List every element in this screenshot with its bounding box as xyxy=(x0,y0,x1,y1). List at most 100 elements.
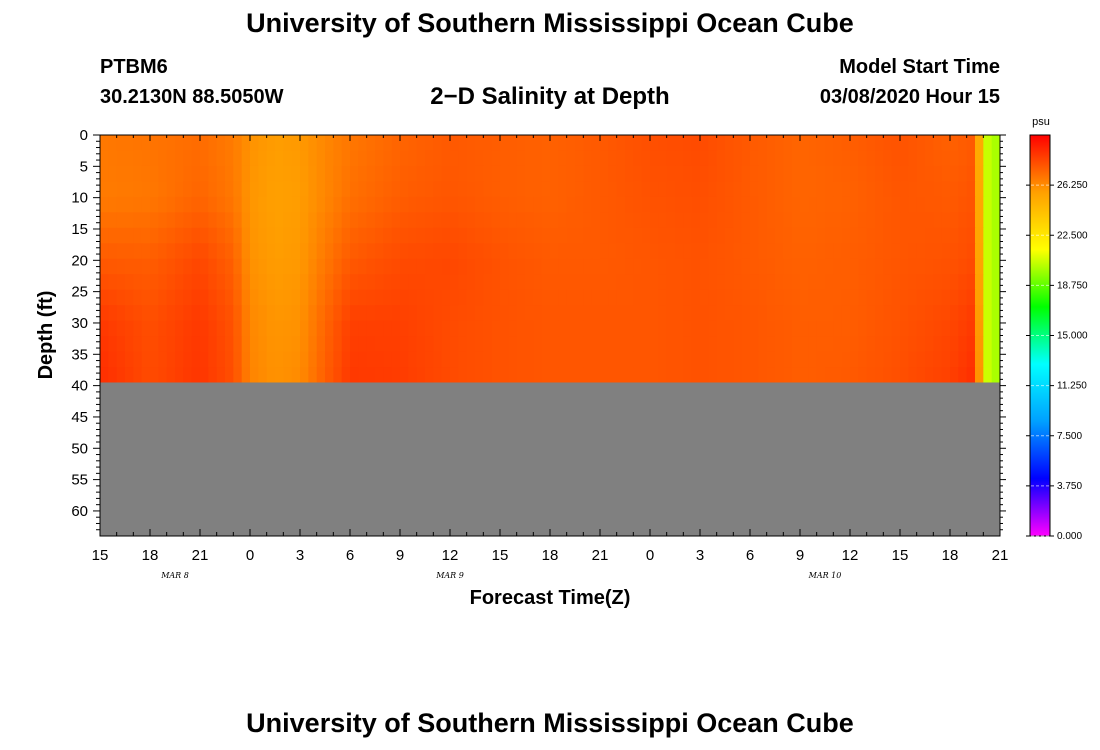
salinity-cell xyxy=(858,243,868,260)
salinity-cell xyxy=(816,258,826,275)
salinity-cell xyxy=(558,135,568,152)
salinity-cell xyxy=(533,212,543,229)
salinity-cell xyxy=(375,274,384,291)
salinity-cell xyxy=(841,150,851,167)
salinity-cell xyxy=(208,212,218,229)
salinity-cell xyxy=(425,181,434,198)
salinity-cell xyxy=(391,351,401,368)
salinity-cell xyxy=(300,289,309,306)
salinity-cell xyxy=(833,258,843,275)
salinity-cell xyxy=(158,227,168,244)
salinity-cell xyxy=(716,351,726,368)
salinity-cell xyxy=(516,274,526,291)
salinity-cell xyxy=(383,243,393,260)
model-start-label: Model Start Time xyxy=(839,56,1000,78)
salinity-cell xyxy=(966,181,976,198)
salinity-cell xyxy=(333,243,343,260)
salinity-cell xyxy=(441,227,451,244)
salinity-cell xyxy=(808,258,818,275)
salinity-cell xyxy=(983,367,993,384)
salinity-cell xyxy=(983,181,993,198)
salinity-cell xyxy=(875,135,884,152)
salinity-cell xyxy=(108,258,118,275)
salinity-cell xyxy=(300,274,309,291)
salinity-cell xyxy=(816,320,826,337)
salinity-cell xyxy=(316,336,326,353)
salinity-cell xyxy=(950,212,959,229)
salinity-cell xyxy=(208,367,218,384)
salinity-cell xyxy=(983,243,993,260)
salinity-cell xyxy=(108,289,118,306)
salinity-cell xyxy=(825,305,834,322)
salinity-cell xyxy=(166,227,176,244)
salinity-cell xyxy=(391,150,401,167)
salinity-cell xyxy=(166,135,176,152)
salinity-cell xyxy=(983,351,993,368)
salinity-cell xyxy=(841,367,851,384)
salinity-field xyxy=(100,135,1000,384)
salinity-cell xyxy=(458,367,468,384)
salinity-cell xyxy=(683,165,693,183)
salinity-cell xyxy=(400,181,409,198)
salinity-cell xyxy=(408,351,418,368)
salinity-cell xyxy=(433,212,443,229)
salinity-cell xyxy=(450,367,459,384)
salinity-cell xyxy=(233,243,243,260)
salinity-cell xyxy=(375,320,384,337)
salinity-cell xyxy=(591,367,601,384)
salinity-cell xyxy=(591,305,601,322)
salinity-cell xyxy=(583,150,593,167)
salinity-cell xyxy=(566,351,576,368)
salinity-cell xyxy=(783,212,793,229)
salinity-cell xyxy=(825,165,834,183)
salinity-cell xyxy=(283,135,293,152)
salinity-cell xyxy=(341,212,351,229)
salinity-cell xyxy=(408,212,418,229)
salinity-cell xyxy=(700,289,709,306)
salinity-cell xyxy=(975,274,984,291)
salinity-cell xyxy=(450,258,459,275)
salinity-cell xyxy=(658,227,668,244)
salinity-cell xyxy=(416,135,426,152)
salinity-cell xyxy=(300,196,309,213)
salinity-cell xyxy=(425,289,434,306)
salinity-cell xyxy=(225,336,234,353)
salinity-cell xyxy=(191,367,201,384)
salinity-cell xyxy=(375,351,384,368)
salinity-cell xyxy=(291,305,301,322)
salinity-cell xyxy=(183,150,193,167)
salinity-cell xyxy=(833,336,843,353)
salinity-cell xyxy=(666,196,676,213)
salinity-cell xyxy=(183,196,193,213)
salinity-cell xyxy=(225,258,234,275)
salinity-cell xyxy=(600,274,609,291)
salinity-cell xyxy=(275,181,284,198)
salinity-cell xyxy=(908,243,918,260)
salinity-cell xyxy=(500,320,509,337)
salinity-cell xyxy=(400,351,409,368)
salinity-cell xyxy=(533,227,543,244)
salinity-cell xyxy=(775,135,784,152)
salinity-cell xyxy=(341,274,351,291)
salinity-cell xyxy=(225,181,234,198)
salinity-cell xyxy=(441,135,451,152)
salinity-cell xyxy=(358,258,368,275)
salinity-cell xyxy=(758,258,768,275)
salinity-cell xyxy=(333,150,343,167)
salinity-cell xyxy=(425,212,434,229)
salinity-cell xyxy=(925,196,934,213)
salinity-cell xyxy=(616,258,626,275)
salinity-cell xyxy=(283,227,293,244)
salinity-cell xyxy=(916,165,926,183)
salinity-cell xyxy=(941,150,951,167)
y-tick-label: 25 xyxy=(71,284,88,301)
salinity-cell xyxy=(108,135,118,152)
salinity-cell xyxy=(900,336,909,353)
salinity-cell xyxy=(583,305,593,322)
salinity-cell xyxy=(858,320,868,337)
salinity-cell xyxy=(600,305,609,322)
salinity-cell xyxy=(558,351,568,368)
salinity-cell xyxy=(666,320,676,337)
salinity-cell xyxy=(458,351,468,368)
salinity-cell xyxy=(200,305,209,322)
